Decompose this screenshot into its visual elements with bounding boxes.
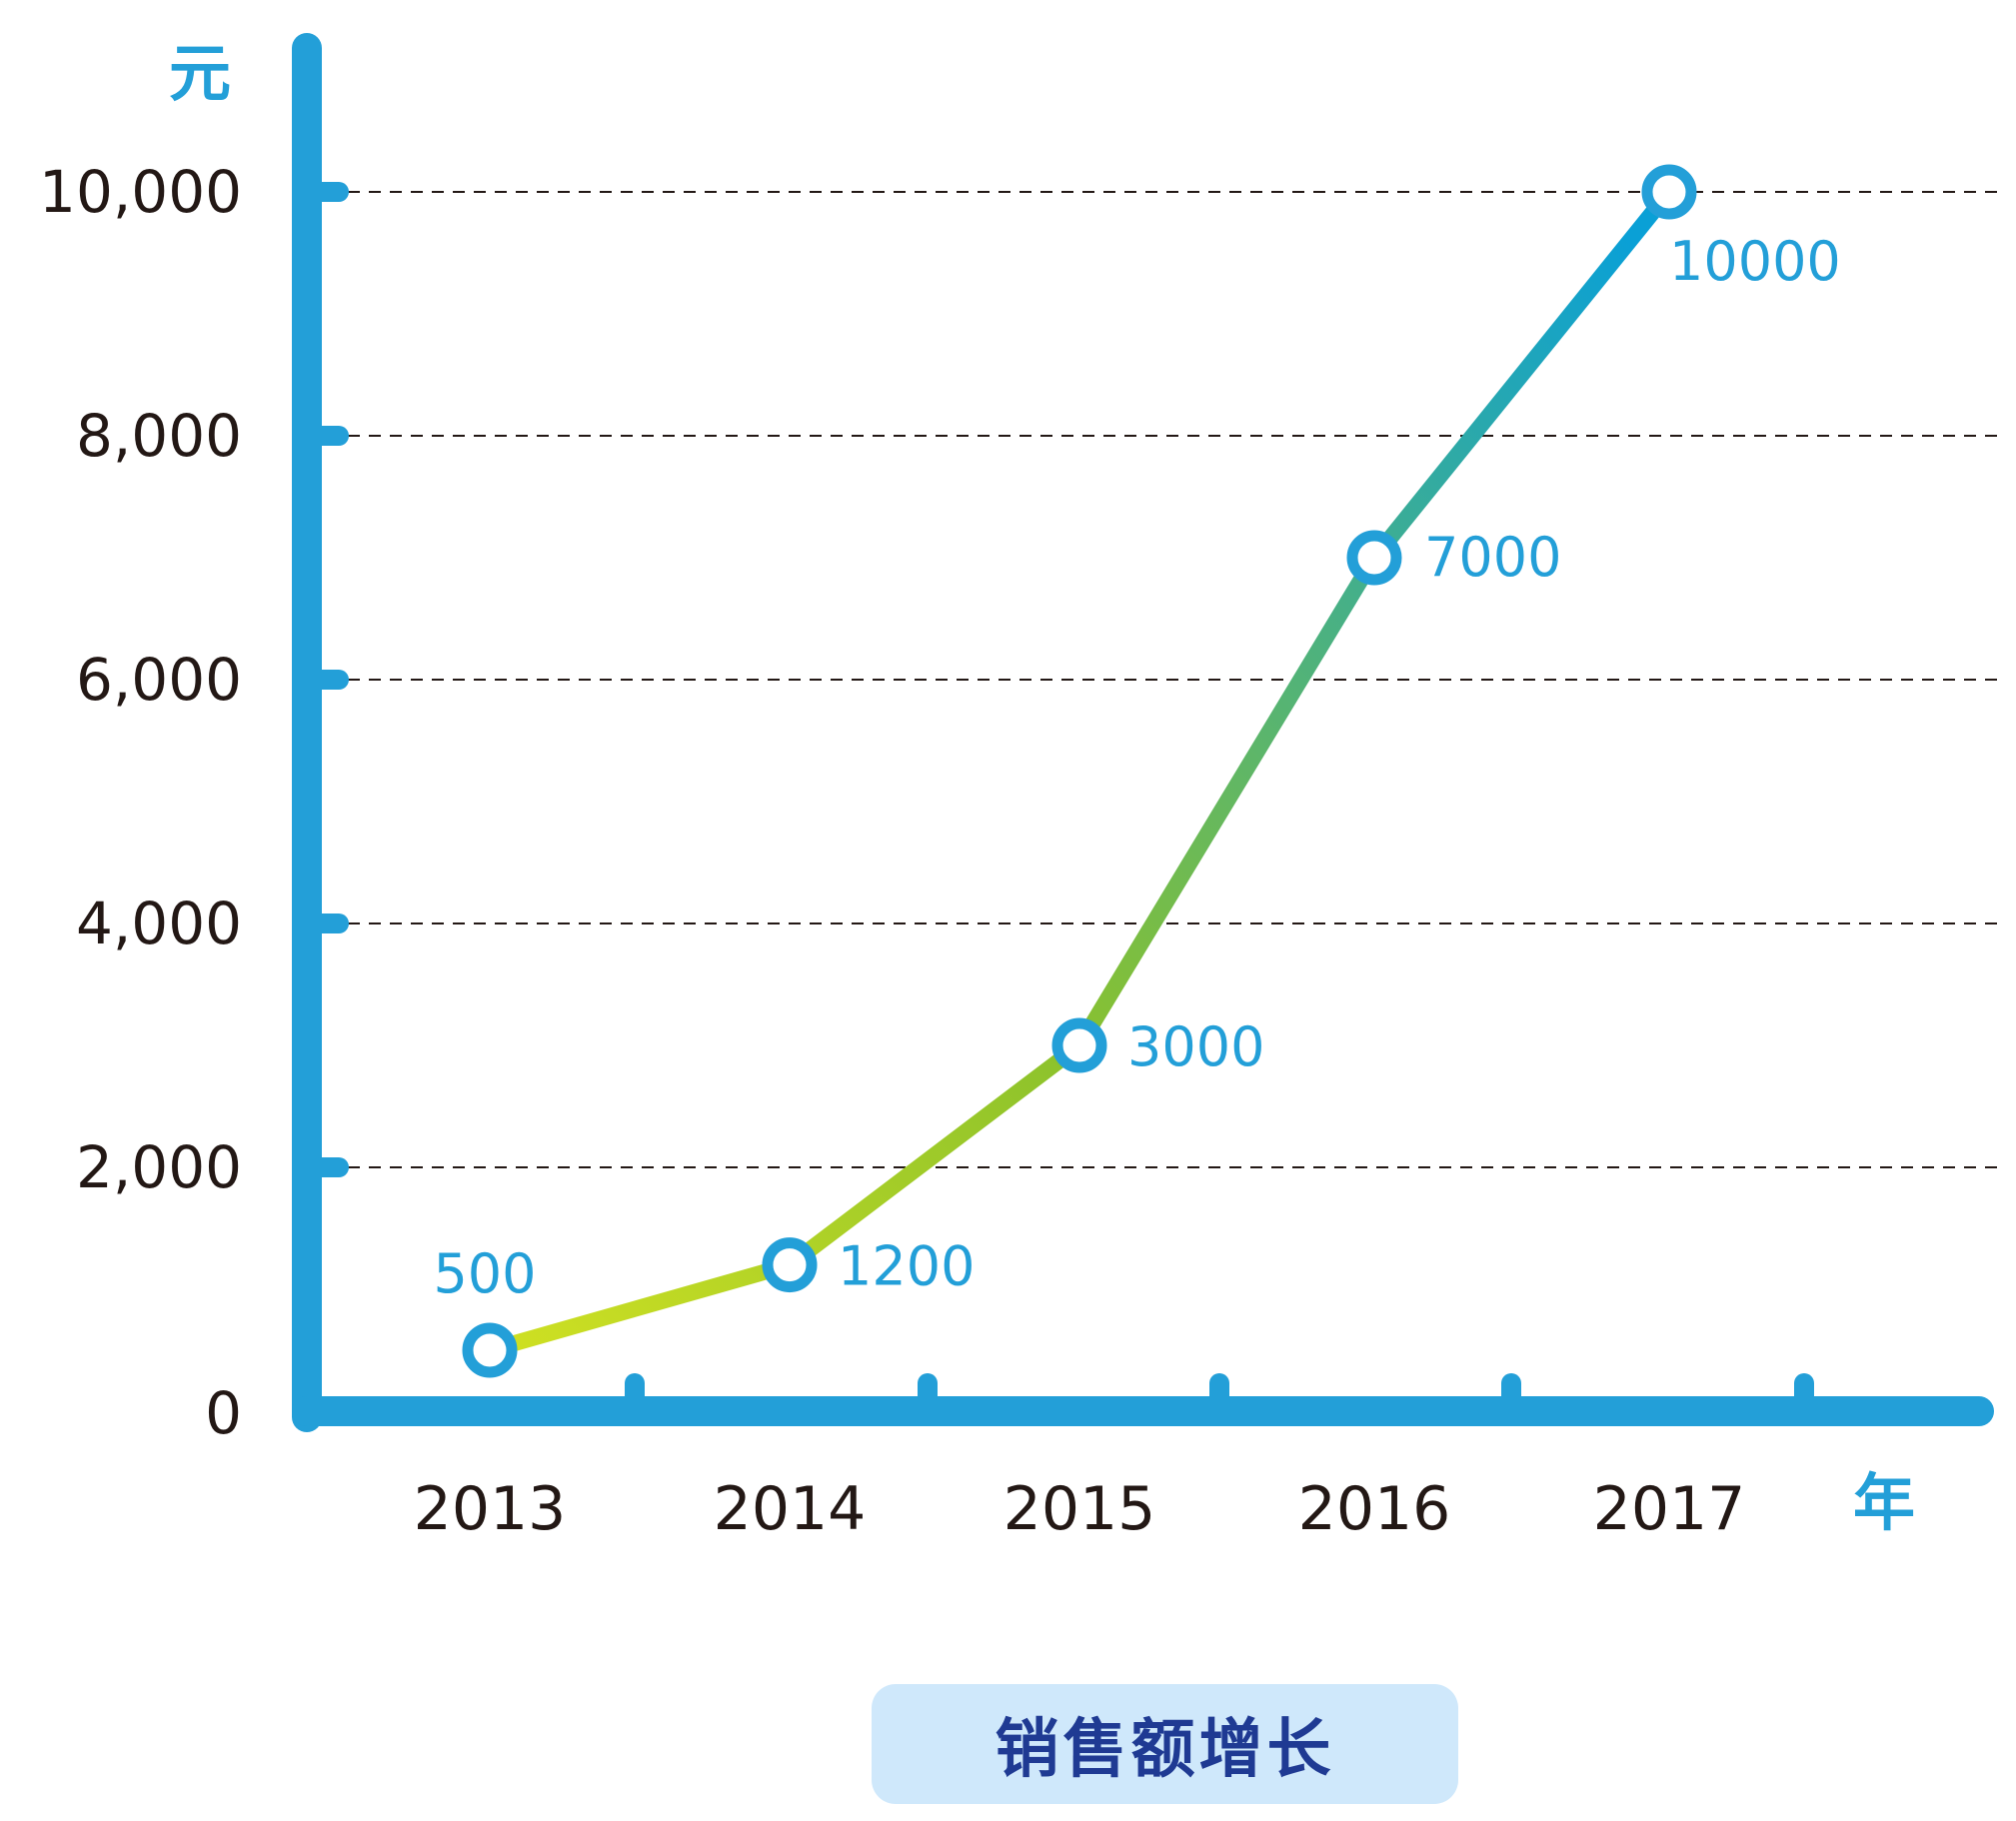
data-point-marker bbox=[1051, 1017, 1107, 1073]
y-axis-unit-label: 元 bbox=[169, 37, 231, 110]
data-point-markers bbox=[462, 164, 1697, 1378]
y-axis-tick-label: 2,000 bbox=[76, 1133, 242, 1201]
chart-title-badge: 销售额增长 bbox=[872, 1684, 1458, 1804]
y-axis-tick-label: 10,000 bbox=[39, 158, 242, 226]
data-label: 3000 bbox=[1127, 1015, 1264, 1078]
y-axis-tick-label: 4,000 bbox=[76, 890, 242, 957]
data-label: 7000 bbox=[1424, 526, 1561, 589]
x-axis-tick-label: 2017 bbox=[1593, 1474, 1746, 1544]
chart-title: 销售额增长 bbox=[995, 1713, 1335, 1787]
y-axis-tick-label: 6,000 bbox=[76, 646, 242, 714]
data-label: 1200 bbox=[838, 1235, 975, 1298]
y-axis-tick-label: 8,000 bbox=[76, 402, 242, 470]
data-labels: 500 1200 3000 7000 10000 bbox=[433, 230, 1840, 1305]
x-axis-tick-label: 2014 bbox=[714, 1474, 867, 1544]
x-axis-unit-label: 年 bbox=[1853, 1466, 1915, 1539]
x-axis-tick-labels: 2013 2014 2015 2016 2017 bbox=[414, 1474, 1746, 1544]
data-point-marker bbox=[1346, 530, 1402, 586]
y-axis-tick-label: 0 bbox=[205, 1379, 242, 1447]
y-axis-tick-labels: 0 2,000 4,000 6,000 8,000 10,000 bbox=[39, 158, 242, 1447]
data-label: 500 bbox=[433, 1242, 536, 1305]
x-axis-tick-label: 2013 bbox=[414, 1474, 567, 1544]
x-axis-tick-label: 2016 bbox=[1298, 1474, 1451, 1544]
x-axis-tick-label: 2015 bbox=[1004, 1474, 1156, 1544]
data-point-marker bbox=[762, 1237, 818, 1293]
data-label: 10000 bbox=[1669, 230, 1841, 293]
series-line bbox=[482, 184, 1677, 1358]
data-point-marker bbox=[1641, 164, 1697, 220]
gridlines bbox=[327, 191, 1999, 1168]
data-point-marker bbox=[462, 1322, 518, 1378]
